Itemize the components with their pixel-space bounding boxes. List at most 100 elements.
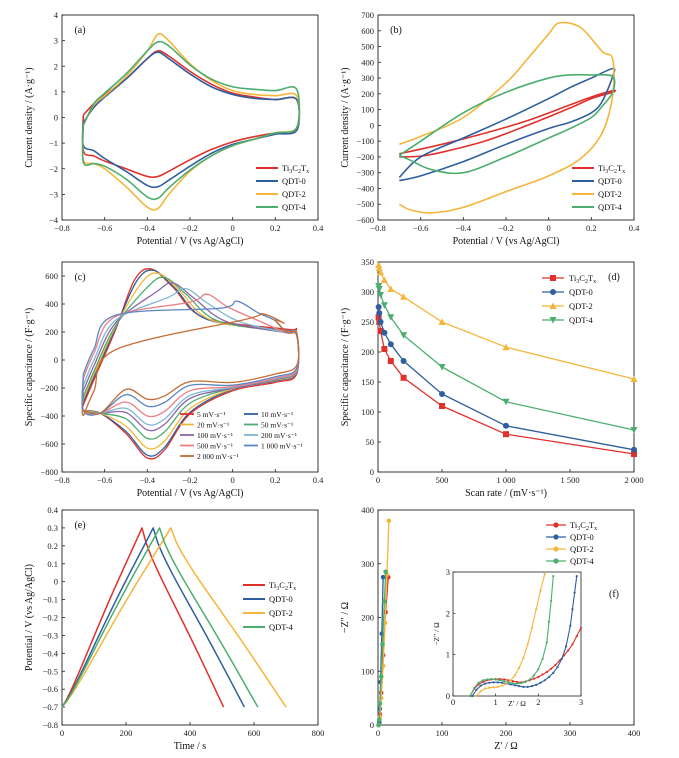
series-line — [61, 527, 225, 708]
legend-label: QDT-4 — [598, 202, 623, 212]
y-tick-label: −600 — [356, 215, 374, 225]
legend-label-part: 3 — [577, 526, 580, 532]
series-line — [81, 51, 301, 189]
x-tick-label: 0.4 — [629, 223, 640, 233]
inset-data-point — [569, 624, 572, 627]
data-point — [380, 276, 388, 283]
legend-label-part: T — [288, 580, 294, 590]
legend-label: QDT-0 — [569, 287, 593, 297]
y-tick-label: 250 — [361, 317, 374, 327]
inset-data-point — [507, 681, 510, 684]
legend-label-part: C — [580, 520, 586, 530]
legend-label-part: T — [589, 520, 595, 530]
data-point — [438, 364, 446, 371]
legend-label: 10 mV·s⁻¹ — [261, 410, 293, 419]
legend-label: 20 mV·s⁻¹ — [197, 421, 229, 430]
legend-label: QDT-4 — [282, 202, 307, 212]
y-tick-label: −500 — [356, 199, 374, 209]
y-tick-label: 0.4 — [47, 505, 58, 515]
y-tick-label: −800 — [40, 467, 58, 477]
legend-label-part: 3 — [576, 279, 579, 285]
inset-data-point — [481, 680, 484, 684]
y-tick-label: 300 — [361, 73, 374, 83]
inset-data-point — [483, 687, 487, 690]
inset-frame — [452, 571, 582, 697]
y-tick-label: 0 — [54, 355, 58, 365]
data-point — [503, 431, 509, 438]
data-point — [376, 722, 381, 728]
x-tick-label: −0.6 — [97, 475, 112, 485]
inset-data-point — [496, 681, 499, 684]
panel-label: (d) — [608, 272, 620, 283]
legend-label: QDT-2 — [598, 189, 622, 199]
inset-y-tick-label: 0 — [446, 691, 450, 701]
data-point — [375, 286, 383, 293]
panel-label: (c) — [74, 272, 85, 283]
x-tick-label: −0.8 — [54, 475, 69, 485]
inset-data-point — [490, 677, 493, 681]
inset-data-point — [545, 670, 548, 674]
data-point — [378, 674, 384, 679]
inset-data-point — [515, 680, 519, 684]
y-tick-label: 100 — [361, 105, 374, 115]
data-point — [377, 701, 383, 706]
data-point — [387, 341, 394, 348]
y-tick-label: 0.2 — [47, 541, 58, 551]
inset-data-point — [571, 643, 574, 646]
legend-label-part: x — [622, 169, 625, 175]
data-point — [376, 310, 383, 316]
inset-data-point — [522, 656, 525, 660]
inset-data-point — [571, 608, 574, 611]
data-point — [376, 717, 382, 722]
legend-label: QDT-4 — [570, 556, 595, 566]
y-tick-label: −3 — [49, 189, 58, 199]
data-point — [439, 391, 445, 397]
data-point — [630, 427, 638, 434]
y-tick-label: −2 — [49, 164, 58, 174]
inset-y-tick-label: 2 — [446, 608, 450, 618]
inset-y-tick-label: 3 — [446, 567, 450, 577]
legend-marker — [553, 522, 559, 528]
data-point — [400, 374, 407, 381]
legend-label: Ti3C2Tx — [569, 273, 596, 285]
legend-label-part: 2 — [585, 279, 588, 285]
inset-data-point — [539, 589, 542, 592]
y-tick-label: −100 — [356, 136, 374, 146]
y-tick-label: 400 — [361, 505, 374, 515]
inset-data-point — [528, 678, 531, 681]
legend-label: QDT-2 — [570, 544, 594, 554]
inset-data-point — [518, 666, 521, 669]
y-axis-label: Specific capacitance / (F·g⁻¹) — [340, 308, 351, 427]
inset-data-point — [547, 675, 551, 679]
inset-data-point — [535, 683, 538, 686]
panel-a: −0.8 −0.6 −0.4 −0.2 0 0.2 0.4−4−3−2−101234Pote… — [24, 10, 324, 247]
legend-label-part: T — [588, 273, 594, 283]
series-line — [61, 527, 287, 708]
data-point — [377, 319, 384, 325]
data-point — [377, 268, 385, 276]
legend-label: QDT-4 — [269, 622, 294, 632]
inset-data-point — [564, 645, 568, 648]
data-point — [381, 329, 388, 336]
x-tick-label: 200 — [500, 728, 513, 738]
y-tick-label: −200 — [40, 383, 58, 393]
y-tick-label: −200 — [356, 152, 374, 162]
y-tick-label: 500 — [361, 42, 374, 52]
x-tick-label: 0 — [231, 223, 235, 233]
y-tick-label: 100 — [361, 407, 374, 417]
data-point — [375, 304, 382, 310]
x-tick-label: 1 000 — [496, 475, 515, 485]
x-tick-label: −0.2 — [498, 223, 513, 233]
series-line — [81, 312, 300, 417]
x-axis-label: Z′ / Ω — [494, 741, 518, 752]
inset-data-point — [479, 689, 482, 693]
inset-data-point — [539, 681, 542, 684]
legend-label-part: Ti — [598, 163, 606, 173]
data-point — [549, 302, 557, 309]
legend-label: 500 mV·s⁻¹ — [197, 442, 233, 451]
panel-label: (a) — [74, 25, 85, 36]
legend-label-part: Ti — [282, 163, 290, 173]
legend-marker — [553, 558, 559, 564]
inset-series-line — [469, 576, 554, 697]
